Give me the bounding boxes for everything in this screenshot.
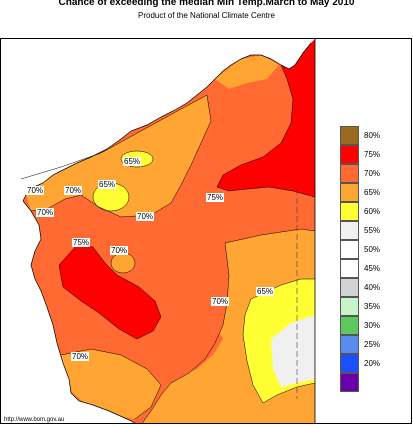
legend-swatch-50 (340, 240, 359, 259)
legend-row-35: 35% (340, 297, 400, 316)
region-65-north (215, 55, 279, 89)
map-label-70-west-2: 70% (64, 186, 83, 195)
map-label-75-northeast: 75% (206, 193, 225, 202)
map-label-65-west: 65% (98, 180, 117, 189)
region-70-southeast (169, 329, 223, 375)
legend-label-25: 25% (364, 340, 381, 349)
legend-row-25: 25% (340, 335, 400, 354)
legend-swatch-bottom (340, 373, 359, 392)
map-label-75-central: 75% (72, 238, 91, 247)
legend-label-35: 35% (364, 302, 381, 311)
legend-row-70: 70% (340, 164, 400, 183)
legend-swatch-70 (340, 164, 359, 183)
legend-swatch-30 (340, 316, 359, 335)
map-title: Chance of exceeding the median Min Temp.… (58, 0, 355, 8)
legend-row-55: 55% (340, 221, 400, 240)
map-label-65-north: 65% (123, 157, 142, 166)
map-label-70-west-1: 70% (26, 186, 45, 195)
legend-swatch-60 (340, 202, 359, 221)
map-frame: 65% 70% 65% 70% 70% 70% 75% 75% 70% 70% … (0, 38, 412, 424)
legend-swatch-65 (340, 183, 359, 202)
region-60-west (93, 183, 129, 211)
legend-row-75: 75% (340, 145, 400, 164)
legend-row-bottom (340, 373, 400, 392)
legend-label-30: 30% (364, 321, 381, 330)
legend-row-30: 30% (340, 316, 400, 335)
region-65-central (111, 253, 135, 273)
region-55-southeast (271, 315, 315, 387)
legend-label-20: 20% (364, 359, 381, 368)
legend-row-65: 65% (340, 183, 400, 202)
credit-url: http://www.bom.gov.au (4, 417, 65, 423)
legend-swatch-35 (340, 297, 359, 316)
legend-row-80: 80% (340, 126, 400, 145)
region-75-central (59, 245, 161, 339)
legend-label-70: 70% (364, 169, 381, 178)
legend-label-80: 80% (364, 131, 381, 140)
map-label-70-centre-pocket: 70% (110, 246, 129, 255)
legend-swatch-55 (340, 221, 359, 240)
legend-label-60: 60% (364, 207, 381, 216)
map-label-70-south: 70% (71, 352, 90, 361)
legend-swatch-75 (340, 145, 359, 164)
coastline (22, 42, 312, 423)
legend-label-40: 40% (364, 283, 381, 292)
legend-row-20: 20% (340, 354, 400, 373)
region-75-northeast (217, 39, 315, 197)
map-label-70-central: 70% (136, 212, 155, 221)
legend-label-75: 75% (364, 150, 381, 159)
legend-row-60: 60% (340, 202, 400, 221)
legend-swatch-20 (340, 354, 359, 373)
map-label-70-southeast: 70% (211, 297, 230, 306)
region-65-south (61, 349, 161, 419)
legend-label-55: 55% (364, 226, 381, 235)
map-label-65-southeast: 65% (256, 287, 275, 296)
map-label-70-west-3: 70% (36, 208, 55, 217)
legend-label-45: 45% (364, 264, 381, 273)
legend-row-45: 45% (340, 259, 400, 278)
legend-swatch-80 (340, 126, 359, 145)
legend-row-50: 50% (340, 240, 400, 259)
legend: 80% 75% 70% 65% 60% 55% 50% 45% 40% 35% … (340, 126, 400, 392)
legend-label-65: 65% (364, 188, 381, 197)
legend-swatch-40 (340, 278, 359, 297)
legend-swatch-45 (340, 259, 359, 278)
legend-row-40: 40% (340, 278, 400, 297)
legend-swatch-25 (340, 335, 359, 354)
map-subtitle: Product of the National Climate Centre (138, 11, 275, 20)
legend-label-50: 50% (364, 245, 381, 254)
